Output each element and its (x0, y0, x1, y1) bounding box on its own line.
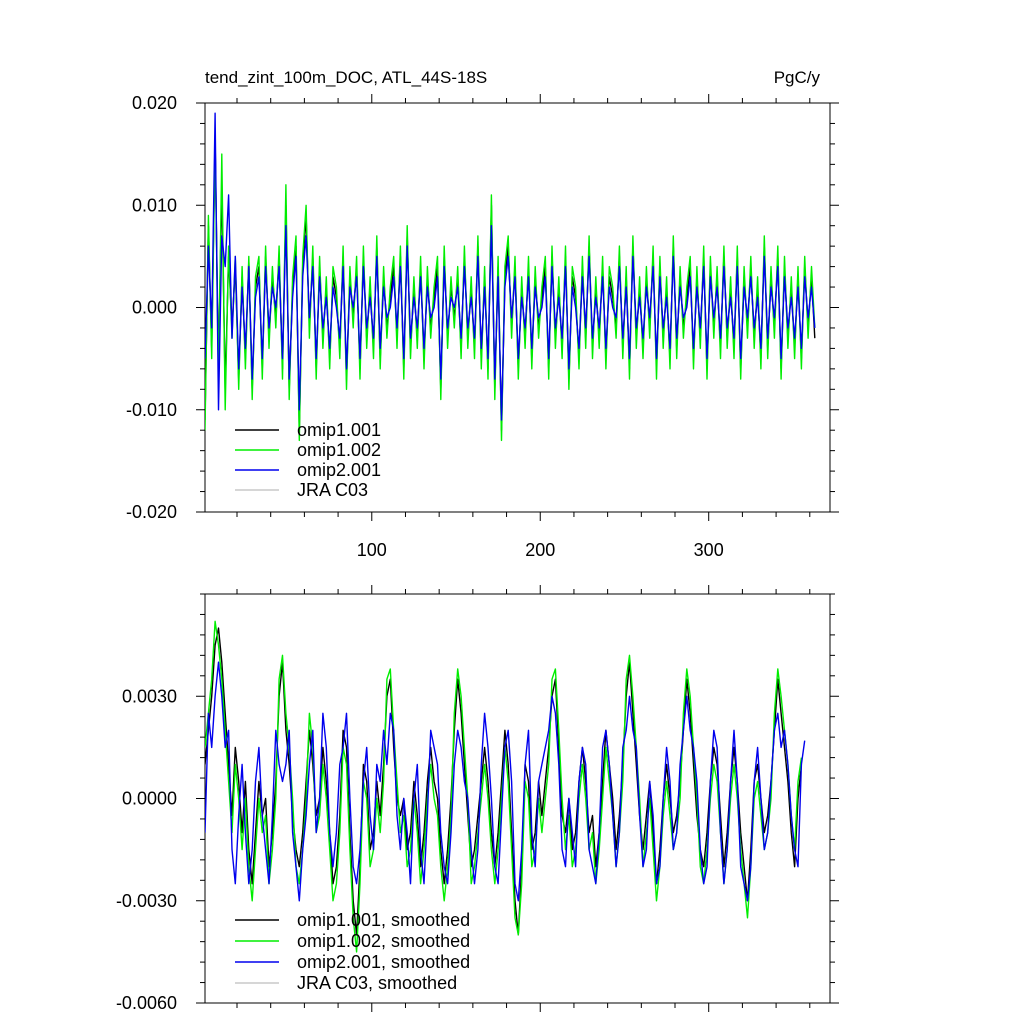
legend-label: omip1.001 (297, 420, 381, 440)
y-tick-label: 0.0000 (122, 789, 177, 809)
series-line-omip2-001 (205, 112, 816, 421)
legend-label: JRA C03, smoothed (297, 973, 457, 993)
series-line-omip1-001-smoothed (205, 627, 803, 936)
y-tick-label: 0.010 (132, 195, 177, 215)
x-tick-label: 200 (525, 540, 555, 560)
legend-label: omip1.002, smoothed (297, 931, 470, 951)
y-tick-label: -0.0030 (116, 891, 177, 911)
y-tick-label: 0.020 (132, 93, 177, 113)
y-tick-label: -0.010 (126, 400, 177, 420)
series-line-omip2-001-smoothed (205, 661, 806, 902)
chart-panel-2: -0.0060 -0.0030 0.0000 0.0030 omip1.001, smo… (116, 585, 839, 1013)
legend-label: omip1.002 (297, 440, 381, 460)
x-tick-label: 100 (357, 540, 387, 560)
y-tick-label: -0.020 (126, 502, 177, 522)
y-tick-label: -0.0060 (116, 993, 177, 1013)
legend-label: omip2.001, smoothed (297, 952, 470, 972)
x-tick-label: 300 (694, 540, 724, 560)
y-tick-label: 0.000 (132, 298, 177, 318)
chart-panel-1: tend_zint_100m_DOC, ATL_44S-18S PgC/y 100 2… (126, 68, 839, 560)
chart-title: tend_zint_100m_DOC, ATL_44S-18S (205, 68, 487, 87)
legend-label: JRA C03 (297, 480, 368, 500)
y-tick-label: 0.0030 (122, 686, 177, 706)
legend-label: omip1.001, smoothed (297, 910, 470, 930)
units-label: PgC/y (774, 68, 821, 87)
legend-label: omip2.001 (297, 460, 381, 480)
